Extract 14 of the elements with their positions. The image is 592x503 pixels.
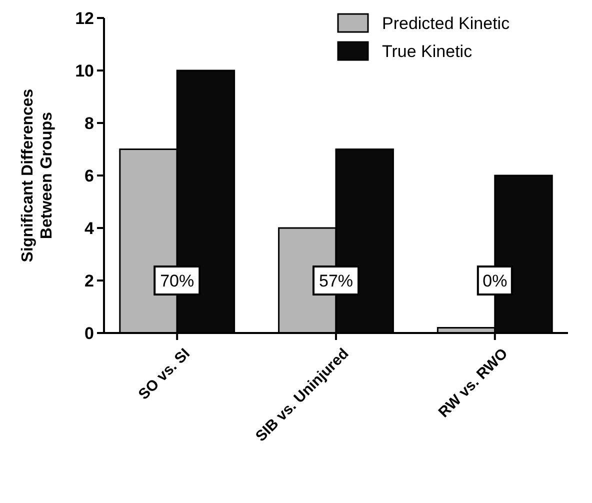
y-tick-label: 12: [75, 8, 94, 28]
annotation: 57%: [318, 271, 354, 290]
y-tick-label: 0: [84, 324, 94, 343]
y-tick-label: 2: [84, 271, 94, 290]
legend-label: True Kinetic: [382, 42, 473, 61]
x-tick-label: SO vs. SI: [135, 345, 194, 404]
annotation: 70%: [160, 271, 194, 290]
y-tick-label: 10: [75, 61, 94, 80]
y-tick-label: 4: [84, 218, 95, 238]
annotation: 0%: [482, 271, 508, 290]
y-tick-label: 8: [84, 114, 94, 133]
y-tick-label: 6: [84, 166, 94, 186]
legend-label: Predicted Kinetic: [382, 14, 510, 33]
y-axis-title: Significant Differences Between Groups: [19, 88, 56, 262]
